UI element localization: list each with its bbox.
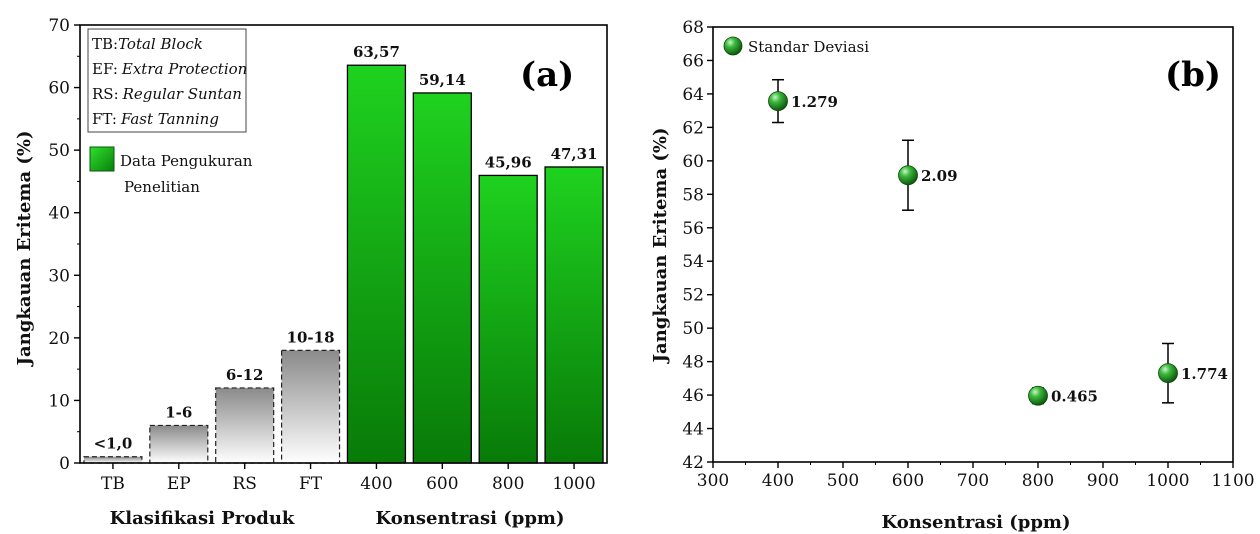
x-tick-label: 600 — [892, 471, 924, 491]
bar — [149, 424, 209, 464]
x-tick-label: 700 — [957, 471, 989, 491]
data-point — [898, 165, 918, 186]
x-axis-ticks-b: 300 400 500 600 700 800 900 1000 1100 — [697, 462, 1255, 491]
y-tick-label: 46 — [682, 386, 704, 406]
data-point — [768, 91, 788, 112]
legend-swatch-green — [89, 146, 115, 172]
y-tick-label: 60 — [48, 79, 70, 99]
y-tick-label: 40 — [48, 204, 70, 224]
y-tick-label: 62 — [682, 118, 704, 138]
x-tick-label: TB — [101, 474, 125, 494]
bar — [544, 166, 604, 464]
y-tick-label: 66 — [682, 51, 704, 71]
bar — [83, 456, 143, 464]
bar-value-label: <1,0 — [94, 435, 133, 453]
y-tick-label: 68 — [682, 18, 704, 38]
y-tick-label: 52 — [682, 286, 704, 306]
legend-item-ft: FT: Fast Tanning — [92, 110, 219, 128]
y-tick-label: 64 — [682, 85, 704, 105]
bar — [412, 92, 472, 464]
y-tick-label: 10 — [48, 391, 70, 411]
bar-value-label: 63,57 — [353, 43, 400, 61]
y-axis-ticks-b: 42 44 46 48 50 52 54 56 58 60 62 64 66 68 — [682, 18, 713, 473]
x-axis-label-left: Klasifikasi Produk — [110, 508, 295, 529]
error-value-label: 0.465 — [1051, 388, 1098, 406]
panel-label-b: (b) — [1165, 55, 1221, 95]
scatter-chart-panel: 42 44 46 48 50 52 54 56 58 60 62 64 66 68 300 400 500 60… — [650, 18, 1255, 533]
x-tick-label: FT — [299, 474, 323, 494]
bar-value-label: 59,14 — [419, 71, 466, 89]
y-tick-label: 60 — [682, 152, 704, 172]
x-tick-label: 800 — [1022, 471, 1054, 491]
y-tick-label: 42 — [682, 453, 704, 473]
bar-value-label: 1-6 — [165, 403, 192, 421]
y-tick-label: 56 — [682, 219, 704, 239]
x-tick-label: 300 — [697, 471, 729, 491]
y-tick-label: 54 — [682, 252, 704, 272]
x-tick-label: 800 — [492, 474, 524, 494]
x-tick-label: 600 — [426, 474, 458, 494]
bar — [478, 174, 538, 464]
legend-label-b: Standar Deviasi — [748, 38, 869, 56]
x-axis-label-right: Konsentrasi (ppm) — [376, 508, 565, 529]
bar-value-labels: <1,0 1-6 6-12 10-18 63,57 59,14 45,96 47,31 — [94, 43, 598, 453]
x-tick-label: 1000 — [552, 474, 595, 494]
x-tick-label: 500 — [827, 471, 859, 491]
error-value-label: 2.09 — [921, 167, 958, 185]
legend-item-ef: EF: Extra Protection — [92, 60, 247, 78]
y-tick-label: 70 — [48, 16, 70, 36]
y-tick-label: 50 — [682, 319, 704, 339]
bar-value-label: 6-12 — [226, 366, 264, 384]
plot-frame — [79, 24, 608, 464]
legend-marker — [723, 36, 743, 56]
y-tick-label: 44 — [682, 420, 704, 440]
legend-b: Standar Deviasi — [723, 36, 869, 56]
x-tick-label: 1000 — [1146, 471, 1189, 491]
x-axis-label-b: Konsentrasi (ppm) — [882, 512, 1071, 533]
y-tick-label: 0 — [59, 454, 70, 474]
bar-value-label: 45,96 — [485, 153, 532, 171]
legend: TB:Total Block EF: Extra Protection RS: Re… — [87, 28, 253, 196]
bar-series — [83, 64, 604, 464]
x-tick-label: 900 — [1087, 471, 1119, 491]
bar-value-label: 10-18 — [287, 328, 335, 346]
legend-item-tb: TB:Total Block — [92, 35, 203, 53]
y-tick-label: 50 — [48, 141, 70, 161]
x-tick-label: 1100 — [1211, 471, 1254, 491]
y-axis-ticks: 0 10 20 30 40 50 60 70 — [48, 16, 80, 474]
bar — [346, 64, 407, 464]
data-point — [1158, 363, 1178, 384]
y-tick-label: 48 — [682, 353, 704, 373]
panel-label-a: (a) — [520, 55, 574, 95]
x-tick-label: EP — [167, 474, 191, 494]
legend-series-label: Data Pengukuran — [120, 152, 253, 170]
data-point — [1028, 385, 1048, 406]
x-tick-label: 400 — [360, 474, 392, 494]
bar — [215, 387, 275, 464]
error-value-label: 1.279 — [791, 93, 838, 111]
x-axis-ticks: TB EP RS FT 400 600 800 1000 — [101, 463, 596, 494]
y-tick-label: 20 — [48, 329, 70, 349]
x-tick-label: 400 — [762, 471, 794, 491]
bar-value-label: 47,31 — [551, 145, 598, 163]
y-tick-label: 30 — [48, 266, 70, 286]
bar — [280, 349, 341, 464]
bar-chart-panel: 0 10 20 30 40 50 60 70 <1,0 1-6 6-12 10-18 63,57 59,… — [14, 16, 608, 529]
y-tick-label: 58 — [682, 185, 704, 205]
error-value-label: 1.774 — [1181, 365, 1228, 383]
x-tick-label: RS — [232, 474, 256, 494]
y-axis-label-b: Jangkauan Eritema (%) — [650, 127, 671, 364]
legend-series-label-2: Penelitian — [124, 178, 200, 196]
legend-item-rs: RS: Regular Suntan — [92, 85, 242, 103]
y-axis-label-a: Jangkauan Eritema (%) — [14, 130, 35, 367]
plot-frame-b — [712, 26, 1234, 463]
scatter-points: 1.279 2.09 0.465 1.774 — [768, 78, 1228, 406]
